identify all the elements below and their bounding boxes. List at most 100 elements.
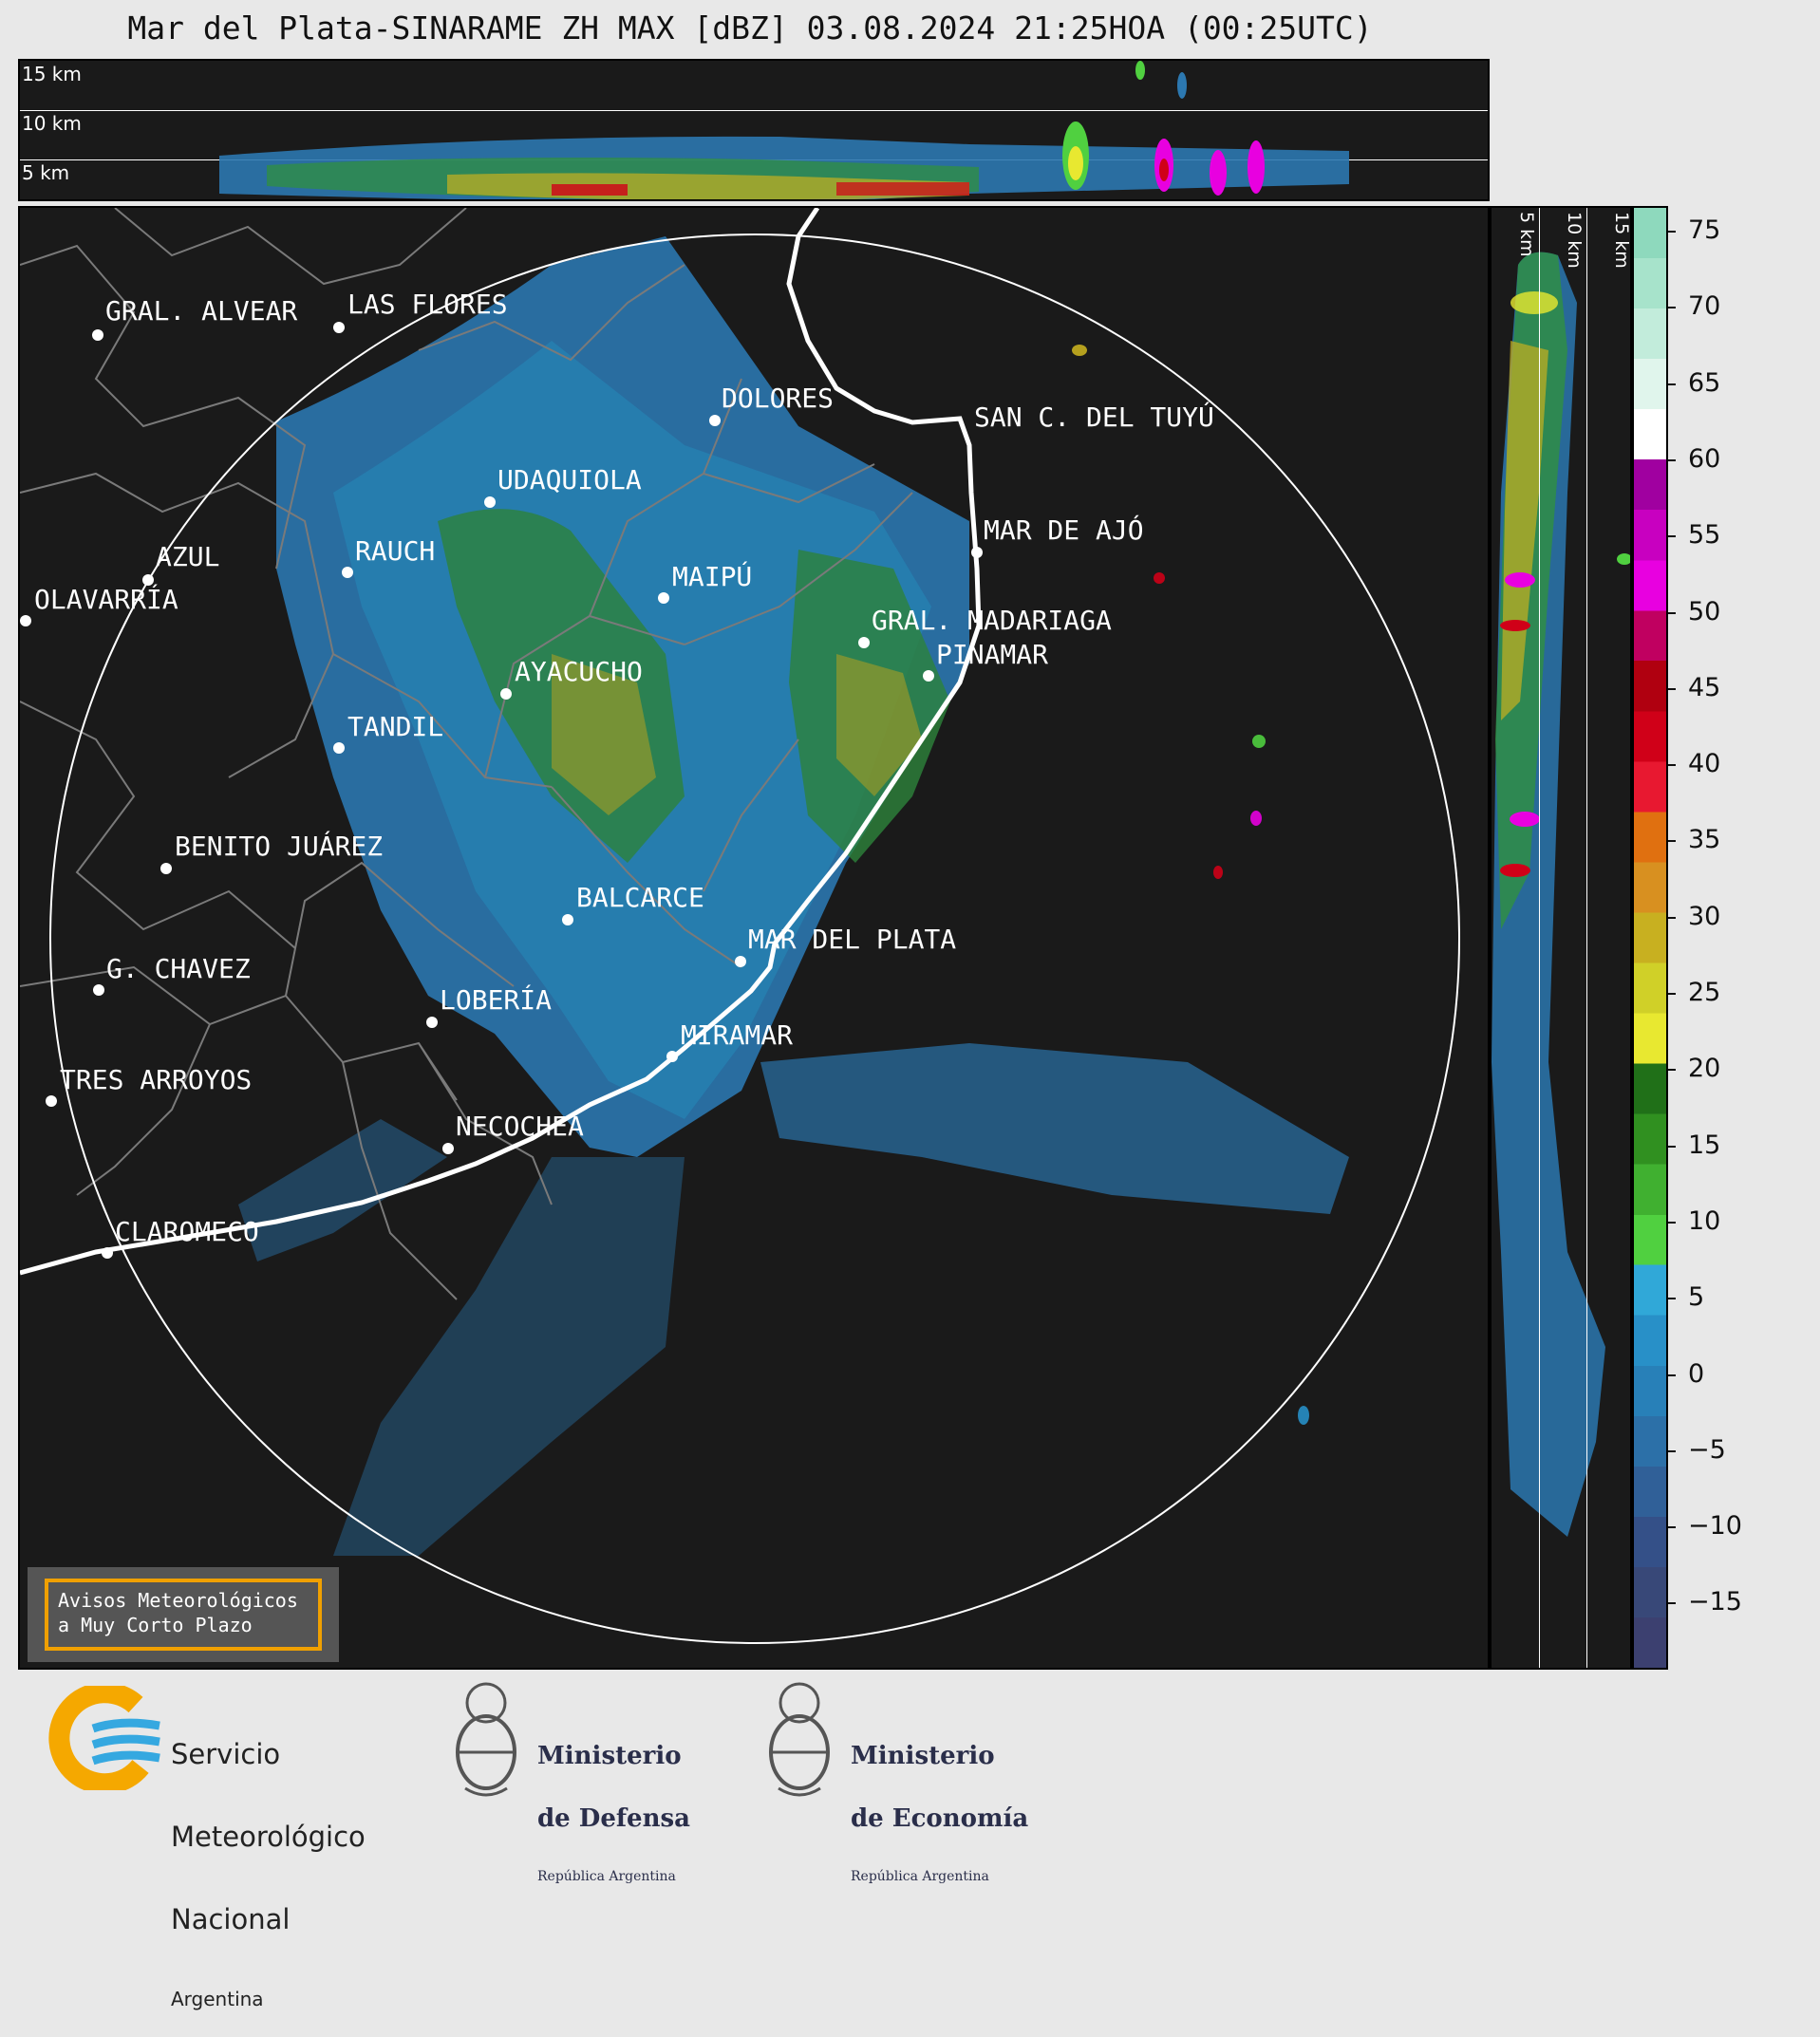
colorbar-tick-mark <box>1668 1145 1676 1148</box>
city-label-gral-alvear: GRAL. ALVEAR <box>105 295 298 327</box>
city-dot-mar-de-ajo <box>971 547 983 558</box>
city-label-maipu: MAIPÚ <box>672 561 753 592</box>
city-dot-benito-juarez <box>160 863 172 874</box>
top-cross-section-panel: 15 km 10 km 5 km <box>18 59 1490 201</box>
economia-logo-line-3: República Argentina <box>851 1869 989 1884</box>
colorbar-tick-mark <box>1668 993 1676 995</box>
colorbar-tick-label: 75 <box>1688 215 1721 245</box>
colorbar-tick-mark <box>1668 1374 1676 1376</box>
smn-logo-line-1: Servicio <box>171 1738 281 1770</box>
city-label-udaquiola: UDAQUIOLA <box>497 464 642 495</box>
city-dot-tres-arroyos <box>46 1095 57 1107</box>
colorbar-tick-label: 50 <box>1688 596 1721 626</box>
city-dot-las-flores <box>333 322 345 333</box>
city-dot-claromeco <box>102 1247 113 1259</box>
side-altitude-label-15km: 15 km <box>1611 212 1632 269</box>
dbz-colorbar <box>1632 206 1668 1670</box>
colorbar-tick-label: 40 <box>1688 749 1721 779</box>
avisos-line-2: a Muy Corto Plazo <box>58 1614 253 1636</box>
national-coat-of-arms-icon-defensa <box>456 1682 516 1797</box>
colorbar-tick-mark <box>1668 383 1676 385</box>
city-dot-tandil <box>333 742 345 754</box>
city-dot-loberia <box>426 1017 438 1028</box>
city-dot-dolores <box>709 415 721 426</box>
economia-logo-line-1: Ministerio <box>851 1742 995 1770</box>
city-dot-necochea <box>442 1143 454 1154</box>
smn-logo-line-2: Meteorológico <box>171 1821 366 1853</box>
city-dot-balcarce <box>562 914 573 925</box>
colorbar-tick-label: 20 <box>1688 1054 1721 1084</box>
defensa-logo-line-2: de Defensa <box>537 1804 690 1833</box>
city-label-tandil: TANDIL <box>347 711 444 742</box>
coastline <box>20 208 982 1276</box>
colorbar-tick-label: 35 <box>1688 825 1721 855</box>
city-label-benito-juarez: BENITO JUÁREZ <box>175 831 384 862</box>
top-altitude-label-5km: 5 km <box>22 161 70 184</box>
city-dot-g-chavez <box>93 984 104 996</box>
city-dot-ayacucho <box>500 688 512 700</box>
smn-logo-line-3: Nacional <box>171 1903 291 1935</box>
smn-logo-icon <box>48 1686 160 1790</box>
city-label-dolores: DOLORES <box>722 383 835 414</box>
city-label-mar-de-ajo: MAR DE AJÓ <box>984 514 1144 546</box>
top-altitude-label-15km: 15 km <box>22 63 82 85</box>
chart-title: Mar del Plata-SINARAME ZH MAX [dBZ] 03.0… <box>127 9 1373 47</box>
city-label-gral-madariaga: GRAL. MADARIAGA <box>872 605 1112 636</box>
city-label-g-chavez: G. CHAVEZ <box>106 953 251 984</box>
city-label-claromeco: CLAROMECO <box>115 1216 259 1247</box>
defensa-logo-line-3: República Argentina <box>537 1869 676 1884</box>
colorbar-tick-mark <box>1668 1069 1676 1072</box>
city-dot-udaquiola <box>484 496 496 508</box>
colorbar-tick-label: 5 <box>1688 1282 1705 1313</box>
colorbar-tick-label: −10 <box>1688 1511 1742 1542</box>
city-label-mar-del-plata: MAR DEL PLATA <box>748 924 957 955</box>
avisos-legend-frame: Avisos Meteorológicos a Muy Corto Plazo <box>45 1579 322 1651</box>
top-altitude-line-10km <box>20 110 1488 111</box>
colorbar-tick-mark <box>1668 1602 1676 1605</box>
colorbar-tick-mark <box>1668 535 1676 538</box>
avisos-legend-box: Avisos Meteorológicos a Muy Corto Plazo <box>28 1567 339 1662</box>
colorbar-tick-label: 60 <box>1688 443 1721 474</box>
colorbar-tick-label: 10 <box>1688 1205 1721 1236</box>
city-label-las-flores: LAS FLORES <box>347 289 508 320</box>
city-dot-gral-madariaga <box>858 637 870 648</box>
colorbar-tick-label: 15 <box>1688 1130 1721 1160</box>
colorbar-tick-label: 70 <box>1688 291 1721 322</box>
city-dot-azul <box>142 574 154 586</box>
radar-map-panel: GRAL. ALVEAR LAS FLORES DOLORES SAN C. D… <box>18 206 1490 1670</box>
avisos-line-1: Avisos Meteorológicos <box>58 1589 298 1612</box>
side-cross-section-panel: 5 km 10 km 15 km <box>1490 206 1632 1670</box>
colorbar-tick-mark <box>1668 1526 1676 1529</box>
colorbar-tick-label: 30 <box>1688 901 1721 931</box>
top-reflectivity-profile <box>219 61 1349 199</box>
city-label-ayacucho: AYACUCHO <box>515 656 643 687</box>
city-dot-mar-del-plata <box>735 956 746 967</box>
national-coat-of-arms-icon-economia <box>769 1682 830 1797</box>
city-dot-miramar <box>666 1051 678 1062</box>
colorbar-tick-mark <box>1668 1221 1676 1224</box>
colorbar-tick-mark <box>1668 1298 1676 1300</box>
city-label-necochea: NECOCHEA <box>456 1111 584 1142</box>
colorbar-tick-mark <box>1668 231 1676 233</box>
radar-range-ring <box>49 234 1460 1644</box>
colorbar-tick-mark <box>1668 458 1676 461</box>
colorbar-tick-mark <box>1668 916 1676 919</box>
city-dot-olavarria <box>20 615 31 626</box>
colorbar-tick-mark <box>1668 840 1676 843</box>
reflectivity-echo-field <box>238 236 1349 1556</box>
city-dot-maipu <box>658 592 669 604</box>
colorbar-tick-mark <box>1668 307 1676 309</box>
administrative-boundaries <box>20 208 913 1300</box>
city-label-azul: AZUL <box>156 541 220 572</box>
city-label-miramar: MIRAMAR <box>681 1019 794 1051</box>
colorbar-tick-label: 0 <box>1688 1358 1705 1389</box>
city-label-olavarria: OLAVARRÍA <box>34 584 178 615</box>
city-label-rauch: RAUCH <box>355 535 436 567</box>
economia-logo-line-2: de Economía <box>851 1804 1029 1833</box>
side-altitude-label-5km: 5 km <box>1516 212 1537 257</box>
colorbar-tick-label: 25 <box>1688 978 1721 1007</box>
city-label-balcarce: BALCARCE <box>576 882 704 913</box>
colorbar-tick-label: 55 <box>1688 520 1721 551</box>
colorbar-tick-label: 65 <box>1688 367 1721 398</box>
colorbar-tick-label: −15 <box>1688 1587 1742 1617</box>
